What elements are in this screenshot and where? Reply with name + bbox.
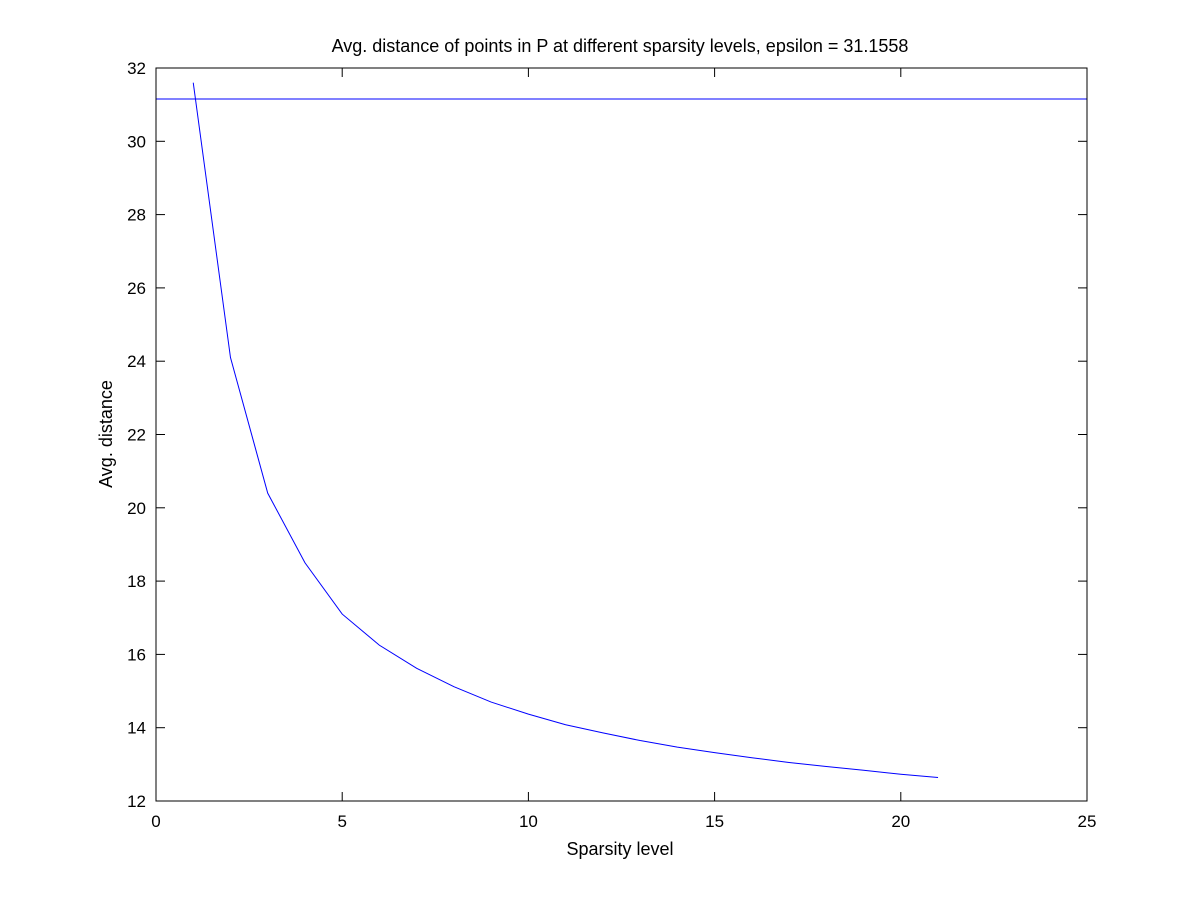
x-tick-label: 25 <box>1078 812 1097 831</box>
y-tick-label: 20 <box>127 499 146 518</box>
y-tick-label: 14 <box>127 719 146 738</box>
y-tick-label: 24 <box>127 352 146 371</box>
y-tick-label: 16 <box>127 645 146 664</box>
y-tick-label: 30 <box>127 132 146 151</box>
y-tick-label: 32 <box>127 59 146 78</box>
y-tick-label: 28 <box>127 206 146 225</box>
x-tick-label: 15 <box>705 812 724 831</box>
x-tick-label: 0 <box>151 812 160 831</box>
x-tick-label: 5 <box>337 812 346 831</box>
y-tick-label: 18 <box>127 572 146 591</box>
x-tick-label: 10 <box>519 812 538 831</box>
y-axis-label: Avg. distance <box>96 380 116 488</box>
series-line <box>192 82 939 779</box>
x-tick-label: 20 <box>891 812 910 831</box>
y-tick-label: 26 <box>127 279 146 298</box>
x-axis-label: Sparsity level <box>566 839 673 859</box>
y-tick-label: 22 <box>127 426 146 445</box>
plot-frame <box>155 67 1088 802</box>
series-layer <box>156 82 1087 779</box>
chart-title: Avg. distance of points in P at differen… <box>332 36 909 56</box>
y-tick-label: 12 <box>127 792 146 811</box>
tick-layer: 0 5 10 15 20 25 12 14 16 18 20 22 24 26 28 30 32 <box>127 59 1096 831</box>
plot-area <box>156 68 1087 801</box>
